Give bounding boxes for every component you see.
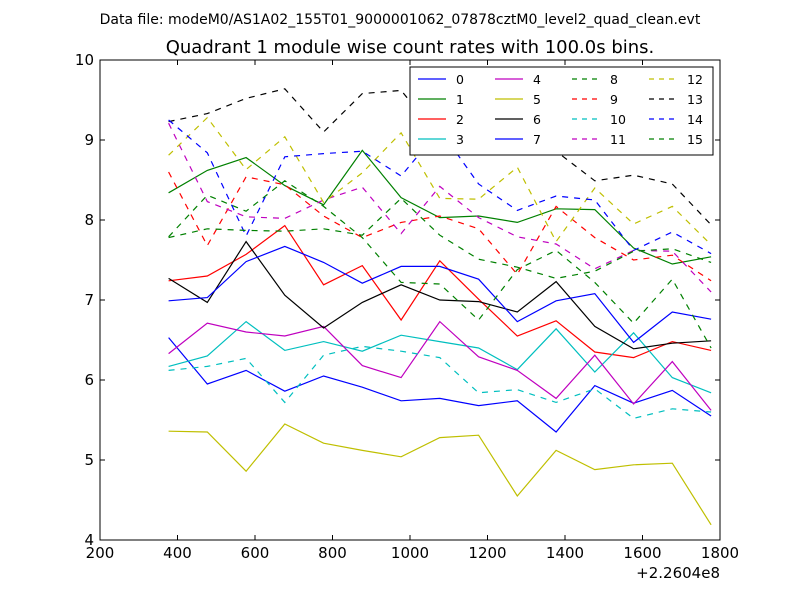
y-tick-label: 5 [84,451,94,469]
legend-label-9: 9 [610,92,618,107]
legend-label-5: 5 [533,92,541,107]
series-line-8 [168,180,712,349]
legend-label-2: 2 [456,112,464,127]
legend-label-14: 14 [687,112,703,127]
y-tick-label: 7 [84,291,94,309]
series-line-1 [168,149,712,265]
legend-label-8: 8 [610,72,618,87]
series-line-14 [168,119,712,255]
y-tick-label: 10 [75,51,94,69]
series-layer [168,88,712,526]
legend-label-4: 4 [533,72,541,87]
series-line-6 [168,240,712,350]
legend-label-10: 10 [610,112,626,127]
x-tick-label: 1600 [623,544,661,562]
x-tick-label: 1400 [546,544,584,562]
series-line-2 [168,224,712,359]
series-line-4 [168,320,712,411]
x-tick-label: 200 [86,544,115,562]
legend-label-11: 11 [610,132,626,147]
legend-label-12: 12 [687,72,703,87]
x-tick-label: 800 [318,544,347,562]
legend-label-6: 6 [533,112,541,127]
legend-label-7: 7 [533,132,541,147]
series-line-7 [168,245,712,344]
series-line-5 [168,423,712,526]
y-tick-label: 8 [84,211,94,229]
x-tick-label: 600 [241,544,270,562]
chart-title: Quadrant 1 module wise count rates with … [166,37,655,58]
legend-label-13: 13 [687,92,703,107]
y-tick-label: 9 [84,131,94,149]
legend-label-15: 15 [687,132,703,147]
series-line-0 [168,337,712,433]
y-tick-label: 4 [84,531,94,549]
series-line-3 [168,320,712,394]
x-tick-label: 1000 [391,544,429,562]
x-tick-label: 1800 [701,544,739,562]
series-line-10 [168,345,712,420]
series-line-12 [168,116,712,246]
legend-box [409,66,714,156]
x-axis-offset-label: +2.2604e8 [636,564,720,582]
x-tick-label: 1200 [468,544,506,562]
series-line-11 [168,122,712,293]
legend-label-1: 1 [456,92,464,107]
legend-label-0: 0 [456,72,464,87]
series-line-9 [168,171,712,282]
legend-label-3: 3 [456,132,464,147]
series-line-15 [168,197,712,280]
y-tick-label: 6 [84,371,94,389]
x-tick-label: 400 [163,544,192,562]
figure-suptitle: Data file: modeM0/AS1A02_155T01_90000010… [100,12,701,28]
